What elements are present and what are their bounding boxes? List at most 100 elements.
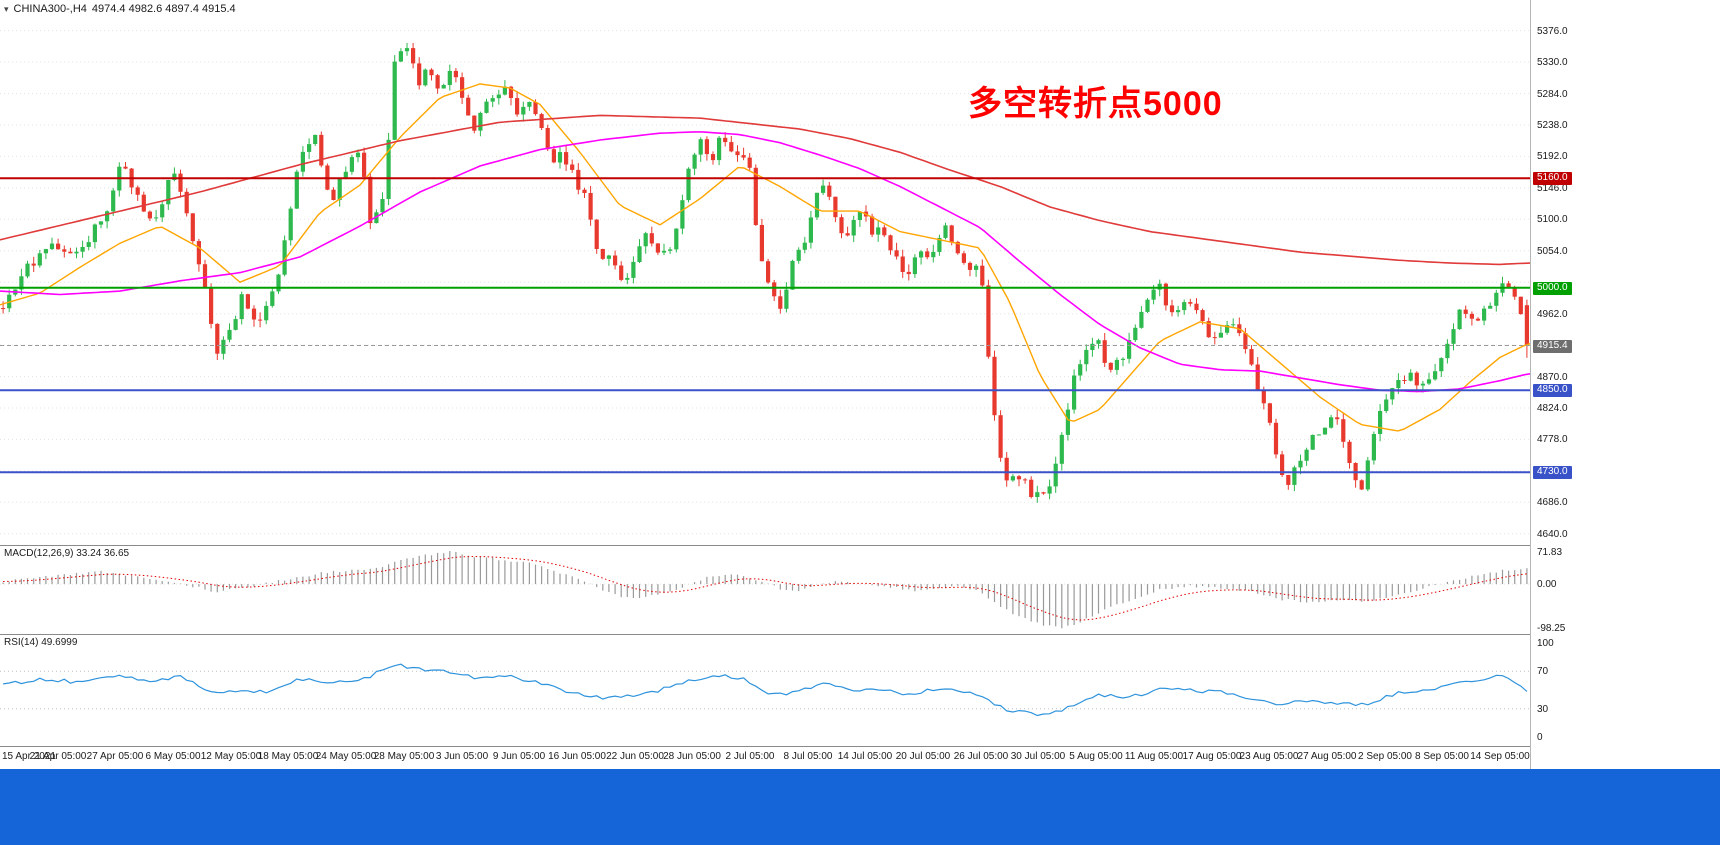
candle-body [1243, 333, 1248, 350]
macd-label: MACD(12,26,9) 33.24 36.65 [4, 548, 130, 559]
candle-body [1072, 375, 1077, 410]
date-label: 23 Aug 05:00 [1239, 751, 1299, 762]
candle-body [527, 102, 532, 107]
candle-body [1451, 329, 1456, 344]
candle-body [839, 217, 844, 234]
ma-fast-line[interactable] [0, 83, 1530, 432]
candle-body [564, 152, 569, 165]
candle-body [221, 339, 226, 354]
taskbar[interactable] [0, 769, 1720, 845]
candle-body [227, 329, 232, 340]
candle-body [1463, 309, 1468, 314]
date-label: 21 Apr 05:00 [29, 751, 87, 762]
date-label: 28 Jun 05:00 [663, 751, 721, 762]
candle-body [1420, 383, 1425, 386]
annotation-text[interactable]: 多空转折点5000 [968, 85, 1223, 123]
candle-body [759, 225, 764, 262]
candle-body [1524, 305, 1529, 346]
candle-body [1286, 475, 1291, 485]
candle-body [1102, 340, 1107, 363]
candle-body [294, 171, 299, 209]
date-label: 20 Jul 05:00 [895, 751, 951, 762]
candle-body [931, 251, 936, 258]
candle-body [704, 139, 709, 155]
candle-body [1084, 349, 1089, 365]
macd-scale-label: -98.25 [1537, 623, 1566, 634]
macd-histogram [2, 551, 1528, 629]
rsi-chart[interactable] [0, 635, 1530, 746]
price-tick-label: 5054.0 [1537, 246, 1568, 257]
candle-body [900, 256, 905, 272]
candle-body [551, 149, 556, 163]
candle-body [796, 249, 801, 261]
candle-body [1298, 460, 1303, 468]
candle-body [1390, 388, 1395, 400]
candle-body [184, 191, 189, 214]
macd-panel[interactable]: MACD(12,26,9) 33.24 36.65 [0, 546, 1720, 635]
candle-body [1078, 364, 1083, 376]
candle-body [496, 94, 501, 99]
candle-body [435, 75, 440, 89]
candle-body [1384, 399, 1389, 411]
candle-body [1494, 292, 1499, 306]
candle-body [631, 261, 636, 278]
candle-body [1408, 372, 1413, 381]
date-label: 28 May 05:00 [373, 751, 435, 762]
main-chart-panel[interactable]: ▾ CHINA300-,H4 4974.4 4982.6 4897.4 4915… [0, 0, 1720, 546]
price-tick-label: 4870.0 [1537, 372, 1568, 383]
candle-body [845, 233, 850, 236]
ma-mid-line[interactable] [0, 131, 1530, 393]
candle-body [637, 246, 642, 262]
candle-body [423, 69, 428, 86]
candle-body [508, 86, 514, 98]
candle-body [692, 154, 697, 169]
candlesticks[interactable] [1, 43, 1529, 503]
price-scale[interactable]: 5376.0 5330.0 5284.0 5238.0 5192.0 5146.0 5100… [1530, 0, 1720, 769]
candle-body [1341, 419, 1346, 442]
candle-body [202, 264, 208, 288]
candle-body [1322, 427, 1328, 435]
candle-body [1139, 311, 1144, 328]
candle-body [710, 154, 716, 161]
candle-body [1414, 372, 1419, 386]
candle-body [919, 251, 924, 258]
candle-body [814, 192, 820, 218]
candle-body [447, 70, 452, 85]
candle-body [1359, 480, 1364, 490]
rsi-panel[interactable]: RSI(14) 49.6999 [0, 635, 1720, 747]
candle-body [37, 253, 42, 266]
candle-body [1280, 454, 1285, 475]
candle-body [349, 157, 354, 172]
candle-body [466, 97, 471, 116]
candle-body [1029, 479, 1034, 497]
candle-body [1218, 332, 1223, 338]
macd-chart[interactable] [0, 546, 1530, 634]
candle-body [1267, 403, 1272, 423]
time-scale[interactable]: 15 Apr 2021 21 Apr 05:00 27 Apr 05:00 6 May… [0, 747, 1720, 769]
candle-body [1335, 417, 1340, 420]
candle-body [686, 168, 691, 201]
candle-body [1096, 340, 1101, 344]
symbol-dropdown-icon[interactable]: ▾ [4, 3, 9, 14]
ma-slow-line[interactable] [0, 114, 1530, 266]
candle-body [453, 70, 458, 78]
candle-body [251, 308, 257, 320]
candle-body [411, 48, 416, 64]
candle-body [111, 190, 116, 212]
candle-body [160, 204, 165, 218]
candle-body [717, 137, 722, 161]
candle-body [172, 173, 177, 180]
candle-body [478, 112, 483, 131]
candlestick-chart[interactable] [0, 0, 1530, 545]
date-label: 14 Jul 05:00 [837, 751, 893, 762]
candle-body [68, 251, 73, 254]
candle-body [723, 137, 728, 143]
candle-body [1329, 417, 1334, 428]
candle-body [1120, 358, 1126, 360]
price-tick-label: 4686.0 [1537, 497, 1568, 508]
candle-body [355, 152, 361, 158]
date-label: 2 Jul 05:00 [725, 751, 775, 762]
date-label: 2 Sep 05:00 [1358, 751, 1412, 762]
candle-body [166, 180, 171, 205]
candle-body [747, 157, 752, 168]
